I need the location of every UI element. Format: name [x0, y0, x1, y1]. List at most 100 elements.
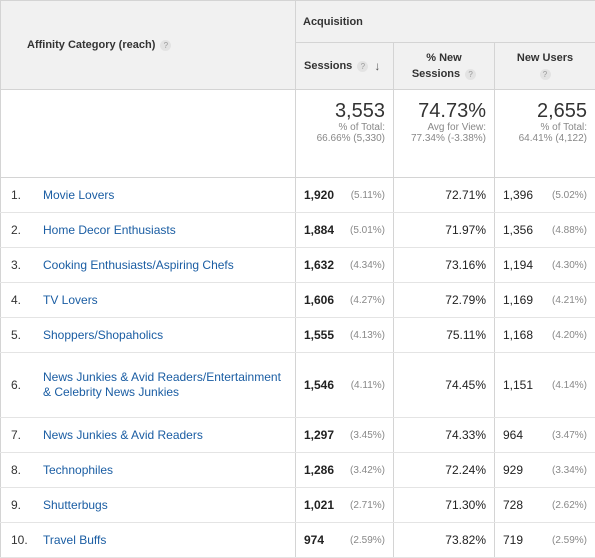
row-index: 9.	[1, 498, 43, 512]
sessions-value: 1,920	[304, 188, 334, 202]
new-sessions-value: 74.33%	[445, 428, 486, 442]
row-index: 3.	[1, 258, 43, 272]
category-link[interactable]: News Junkies & Avid Readers	[43, 428, 209, 443]
total-new-users-cell: 2,655 % of Total: 64.41% (4,122)	[495, 90, 595, 178]
category-cell: 2.Home Decor Enthusiasts	[1, 213, 296, 248]
category-cell: 6.News Junkies & Avid Readers/Entertainm…	[1, 353, 296, 418]
help-icon[interactable]: ?	[357, 61, 368, 72]
help-icon[interactable]: ?	[160, 40, 171, 51]
category-cell: 9.Shutterbugs	[1, 488, 296, 523]
new-users-column-header[interactable]: New Users ?	[495, 43, 595, 90]
dimension-header[interactable]: Affinity Category (reach)?	[1, 1, 296, 90]
new-sessions-column-header[interactable]: % New Sessions?	[394, 43, 495, 90]
sessions-percent: (4.34%)	[350, 260, 385, 271]
new-sessions-cell: 71.30%	[394, 488, 495, 523]
category-link[interactable]: Home Decor Enthusiasts	[43, 223, 182, 238]
new-sessions-cell: 74.33%	[394, 418, 495, 453]
total-new-sessions-detail: 77.34% (-3.38%)	[394, 133, 486, 144]
sessions-cell: 974(2.59%)	[296, 523, 394, 558]
new-users-cell: 1,168 (4.20%)	[495, 318, 595, 353]
category-link[interactable]: Shoppers/Shopaholics	[43, 328, 169, 343]
category-cell: 8.Technophiles	[1, 453, 296, 488]
sessions-cell: 1,920 (5.11%)	[296, 178, 394, 213]
new-users-cell: 964(3.47%)	[495, 418, 595, 453]
category-cell: 7.News Junkies & Avid Readers	[1, 418, 296, 453]
new-users-percent: (4.88%)	[552, 225, 587, 236]
sessions-value: 1,555	[304, 328, 334, 342]
new-users-value: 1,151	[503, 378, 533, 392]
sessions-cell: 1,546 (4.11%)	[296, 353, 394, 418]
sessions-cell: 1,021(2.71%)	[296, 488, 394, 523]
category-link[interactable]: News Junkies & Avid Readers/Entertainmen…	[43, 370, 295, 400]
sessions-percent: (5.11%)	[351, 190, 385, 201]
new-sessions-value: 71.30%	[445, 498, 486, 512]
sessions-cell: 1,297 (3.45%)	[296, 418, 394, 453]
new-users-cell: 1,356 (4.88%)	[495, 213, 595, 248]
sessions-value: 1,884	[304, 223, 334, 237]
dimension-header-label: Affinity Category (reach)	[27, 39, 155, 51]
category-cell: 1.Movie Lovers	[1, 178, 296, 213]
sessions-column-header[interactable]: Sessions?↓	[296, 43, 394, 90]
sessions-value: 1,606	[304, 293, 334, 307]
table-row: 7.News Junkies & Avid Readers 1,297 (3.45%…	[1, 418, 595, 453]
totals-row: 3,553 % of Total: 66.66% (5,330) 74.73% …	[1, 90, 595, 178]
new-users-value: 1,168	[503, 328, 533, 342]
help-icon[interactable]: ?	[465, 69, 476, 80]
category-cell: 10.Travel Buffs	[1, 523, 296, 558]
total-new-users-detail: 64.41% (4,122)	[495, 133, 587, 144]
totals-blank-cell	[1, 90, 296, 178]
table-row: 2.Home Decor Enthusiasts 1,884 (5.01%) 71.9…	[1, 213, 595, 248]
total-new-users-value: 2,655	[495, 100, 587, 122]
sessions-cell: 1,884 (5.01%)	[296, 213, 394, 248]
new-users-header-label: New Users	[517, 52, 573, 64]
total-new-sessions-cell: 74.73% Avg for View: 77.34% (-3.38%)	[394, 90, 495, 178]
row-index: 5.	[1, 328, 43, 342]
category-link[interactable]: Movie Lovers	[43, 188, 120, 203]
new-sessions-cell: 71.97%	[394, 213, 495, 248]
category-link[interactable]: TV Lovers	[43, 293, 104, 308]
new-sessions-header-line2: Sessions	[412, 68, 460, 80]
category-cell: 3.Cooking Enthusiasts/Aspiring Chefs	[1, 248, 296, 283]
category-cell: 4.TV Lovers	[1, 283, 296, 318]
sessions-cell: 1,632(4.34%)	[296, 248, 394, 283]
total-sessions-cell: 3,553 % of Total: 66.66% (5,330)	[296, 90, 394, 178]
category-link[interactable]: Travel Buffs	[43, 533, 112, 548]
sessions-value: 1,021	[304, 498, 334, 512]
total-sessions-caption: % of Total:	[296, 122, 385, 133]
new-users-value: 1,169	[503, 293, 533, 307]
sessions-percent: (3.45%)	[350, 430, 385, 441]
total-new-sessions-value: 74.73%	[394, 100, 486, 122]
new-sessions-value: 71.97%	[445, 223, 486, 237]
new-users-percent: (4.30%)	[552, 260, 587, 271]
new-sessions-value: 74.45%	[445, 378, 486, 392]
new-users-value: 1,356	[503, 223, 533, 237]
total-sessions-detail: 66.66% (5,330)	[296, 133, 385, 144]
category-link[interactable]: Cooking Enthusiasts/Aspiring Chefs	[43, 258, 240, 273]
sessions-value: 1,297	[304, 428, 334, 442]
total-new-sessions-caption: Avg for View:	[394, 122, 486, 133]
category-link[interactable]: Technophiles	[43, 463, 119, 478]
new-users-cell: 719(2.59%)	[495, 523, 595, 558]
acquisition-group-header: Acquisition	[296, 1, 595, 43]
new-users-percent: (4.20%)	[552, 330, 587, 341]
new-sessions-cell: 74.45%	[394, 353, 495, 418]
sessions-percent: (5.01%)	[350, 225, 385, 236]
sessions-cell: 1,606(4.27%)	[296, 283, 394, 318]
new-users-cell: 728(2.62%)	[495, 488, 595, 523]
sessions-value: 1,286	[304, 463, 334, 477]
category-link[interactable]: Shutterbugs	[43, 498, 114, 513]
sort-descending-icon[interactable]: ↓	[374, 58, 380, 74]
sessions-value: 1,546	[304, 378, 334, 392]
sessions-percent: (4.11%)	[351, 380, 385, 391]
sessions-percent: (4.13%)	[350, 330, 385, 341]
new-sessions-value: 72.71%	[445, 188, 486, 202]
help-icon[interactable]: ?	[540, 69, 551, 80]
new-users-percent: (4.14%)	[552, 380, 587, 391]
